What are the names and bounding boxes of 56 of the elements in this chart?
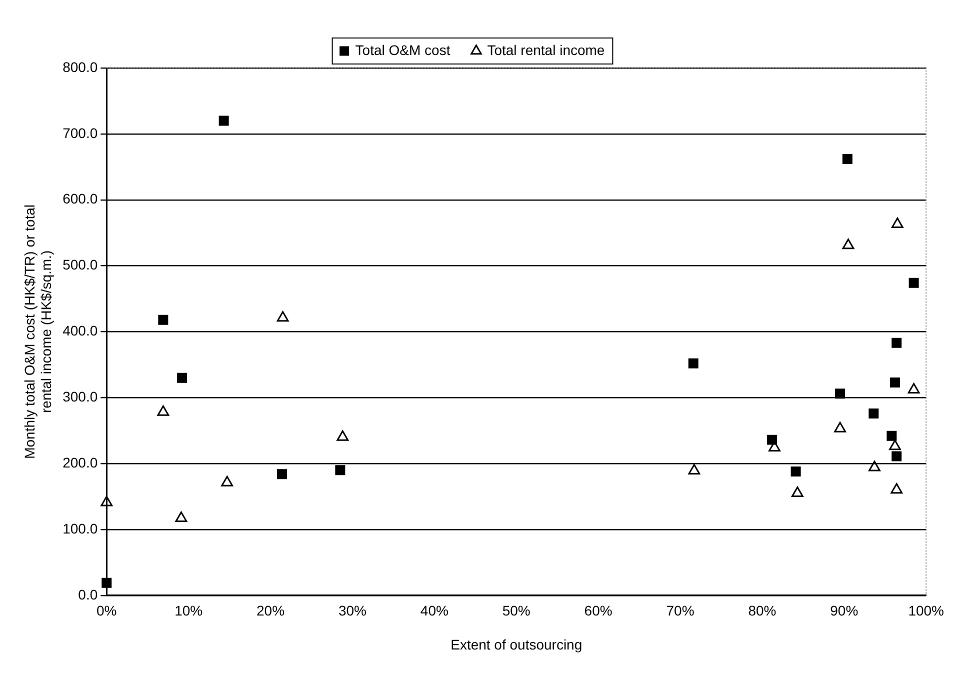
point [842, 238, 854, 250]
y-tick-label: 400.0 [62, 322, 98, 339]
point [276, 311, 289, 322]
point [908, 278, 919, 288]
x-tick-label: 10% [174, 602, 203, 619]
point [791, 486, 804, 497]
point [177, 372, 188, 383]
x-tick-label: 40% [420, 602, 448, 619]
point [890, 483, 903, 494]
point [102, 578, 112, 588]
point [767, 434, 778, 445]
point [886, 430, 897, 441]
x-tick-label: 80% [748, 602, 776, 619]
y-tick-label: 100.0 [62, 520, 98, 536]
point [688, 358, 698, 368]
y-axis-title: Monthly total O&M cost (HK$/TR) or total rental income (HK$/sq.m.) [21, 204, 54, 459]
point [277, 469, 287, 480]
point [868, 408, 879, 418]
point [842, 154, 852, 164]
x-tick-label: 70% [666, 602, 694, 619]
x-tick-label: 90% [830, 602, 858, 619]
point [891, 217, 904, 228]
y-tick-label: 500.0 [62, 256, 98, 273]
x-axis-title: Extent of outsourcing [450, 636, 582, 652]
point [175, 512, 188, 522]
x-tick-label: 100% [908, 602, 944, 619]
y-tick-label: 800.0 [62, 58, 98, 75]
point [100, 496, 113, 506]
legend-label: Total rental income [487, 42, 605, 58]
point [158, 314, 168, 325]
point [834, 422, 846, 432]
point [221, 476, 234, 486]
point [218, 116, 229, 126]
y-tick-label: 200.0 [62, 454, 98, 470]
point [790, 466, 801, 476]
x-tick-label: 20% [256, 602, 285, 619]
x-tick-label: 30% [338, 602, 366, 619]
point [688, 464, 700, 475]
point [868, 460, 880, 472]
legend-label: Total O&M cost [355, 42, 450, 58]
point [157, 405, 170, 416]
y-tick-label: 300.0 [62, 388, 98, 404]
y-tick-label: 600.0 [62, 190, 98, 207]
x-tick-label: 0% [96, 602, 117, 619]
point [335, 465, 346, 476]
point [908, 382, 920, 394]
point [892, 338, 902, 348]
point [835, 388, 846, 399]
x-tick-label: 60% [584, 602, 612, 619]
point [892, 451, 902, 462]
point [890, 377, 900, 388]
point [336, 430, 349, 441]
x-tick-label: 50% [502, 602, 530, 619]
y-tick-label: 700.0 [62, 124, 98, 141]
y-tick-label: 0.0 [78, 586, 98, 602]
point [889, 440, 901, 450]
